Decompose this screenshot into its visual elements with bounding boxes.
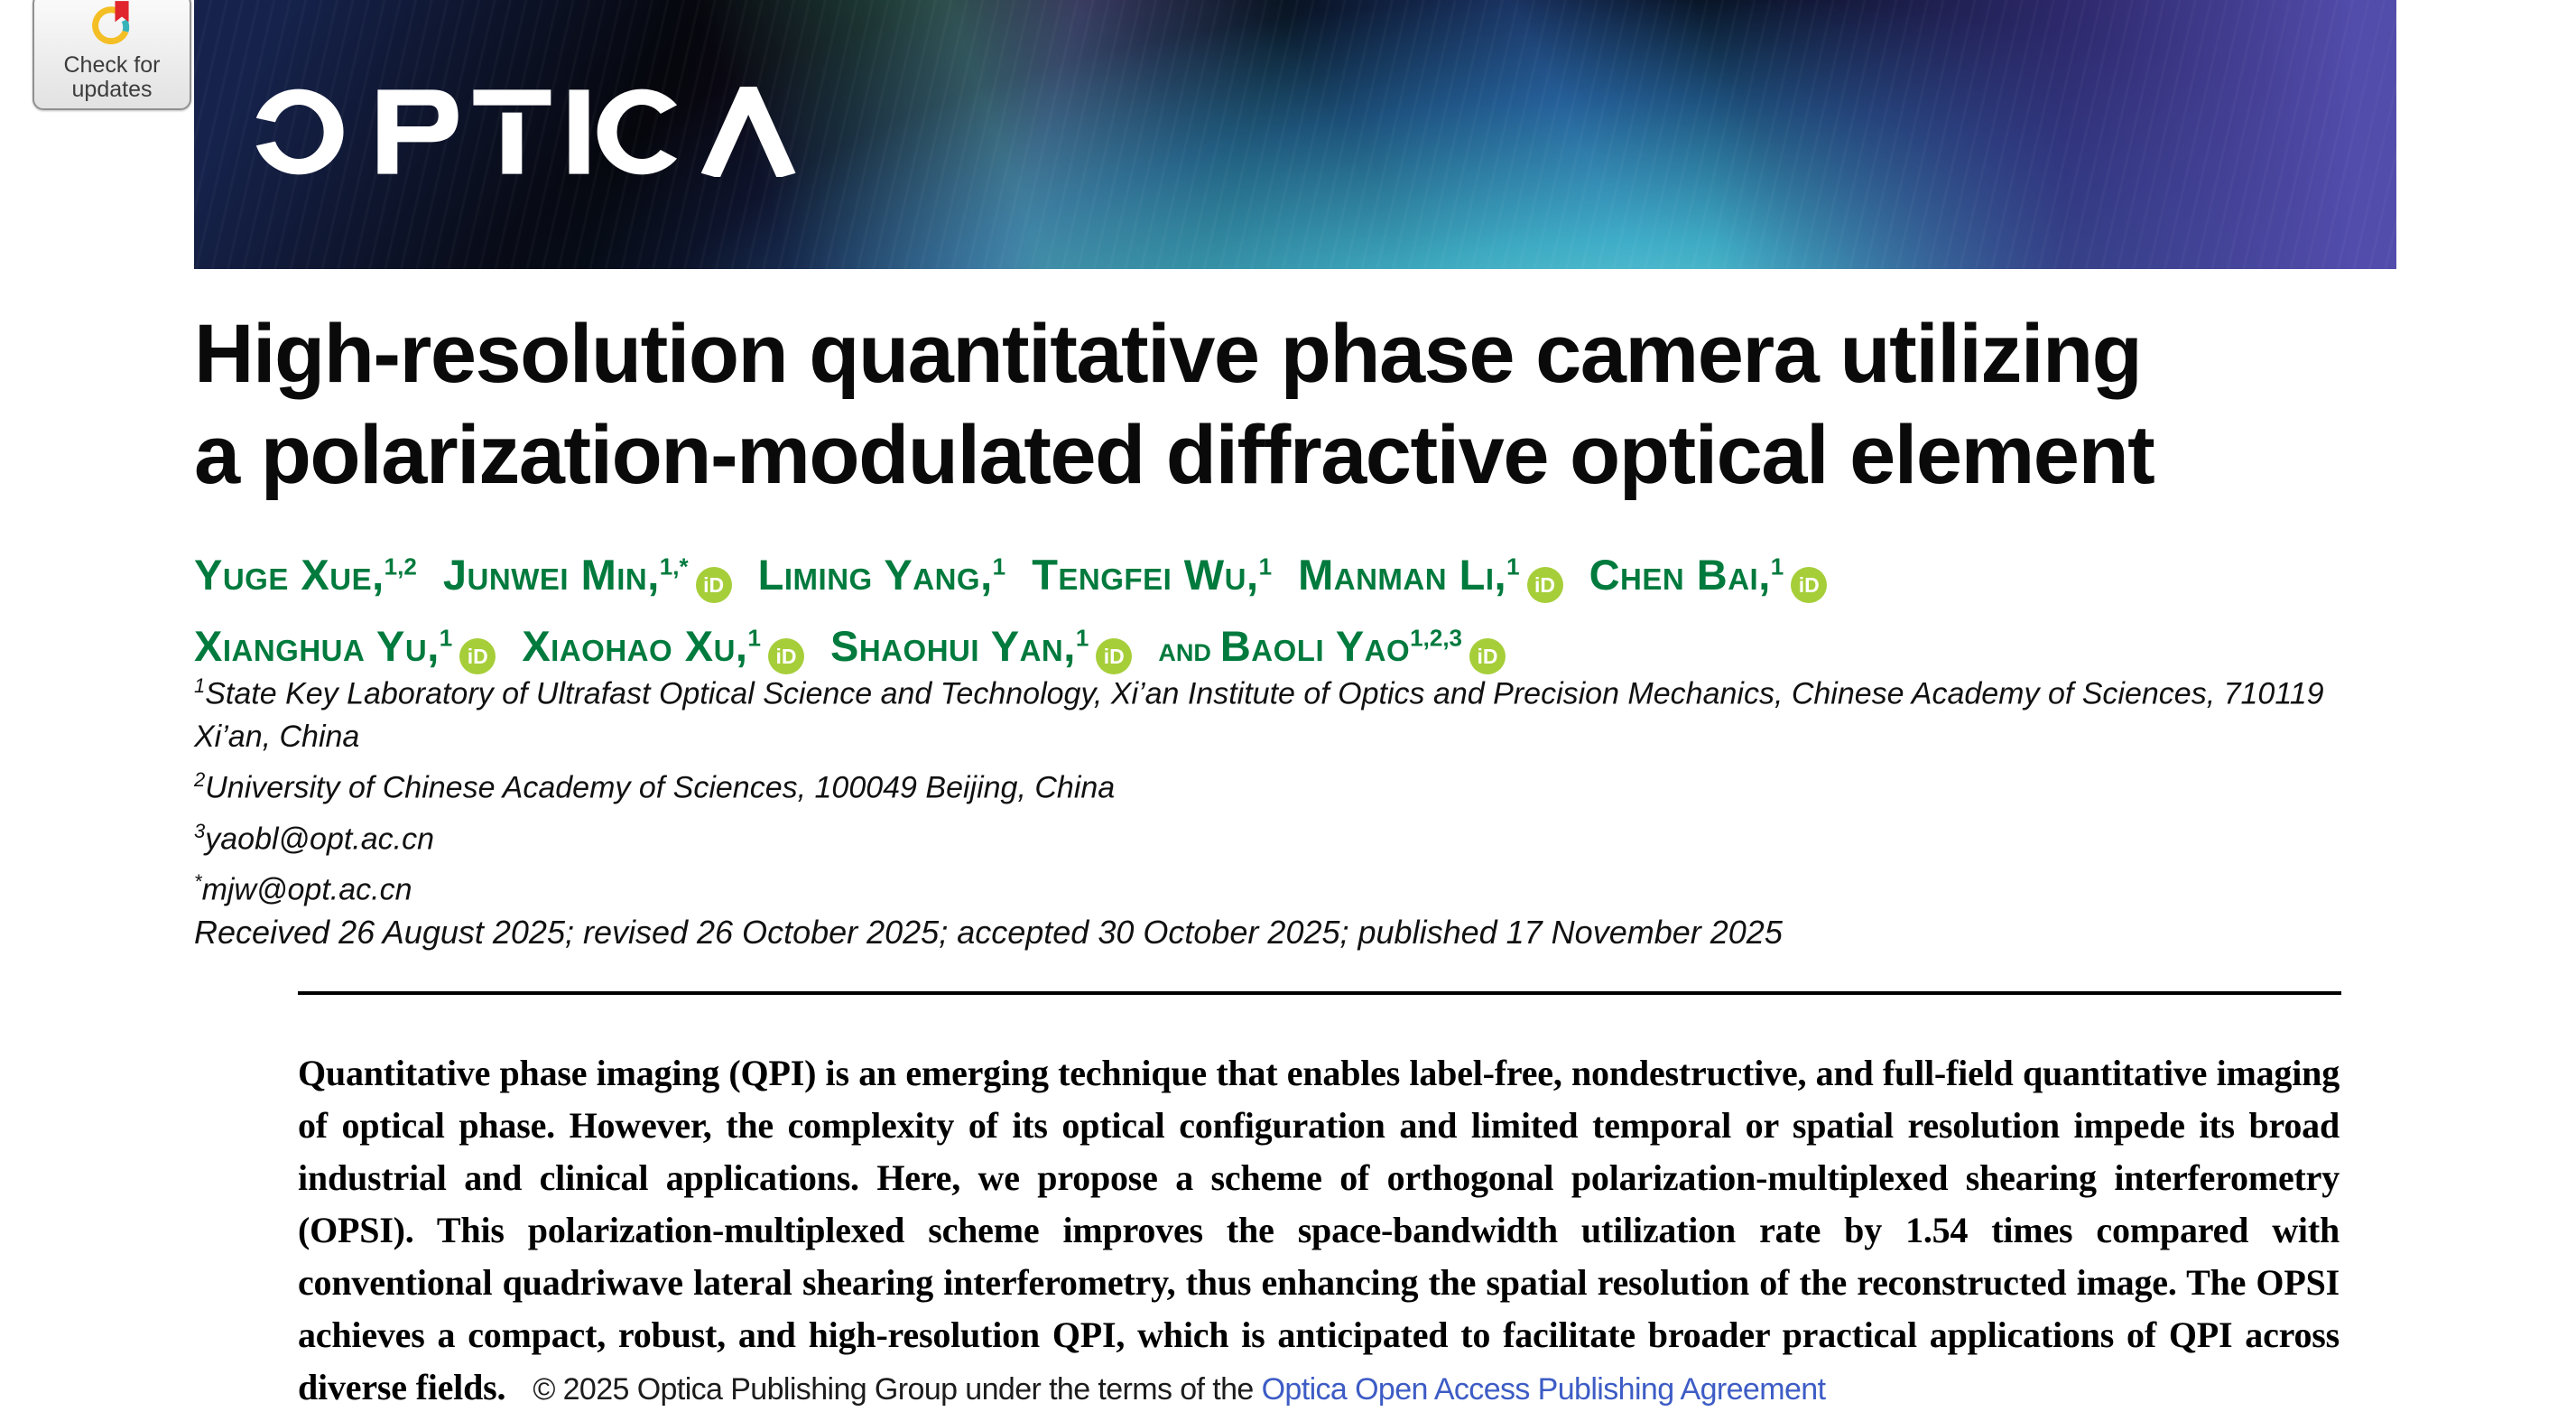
affiliation: 2University of Chinese Academy of Scienc… xyxy=(194,758,2387,809)
abstract-text: Quantitative phase imaging (QPI) is an e… xyxy=(298,1053,2340,1407)
author: Yuge Xue,1,2 xyxy=(194,551,417,599)
author: Xiaohao Xu,1iD xyxy=(522,622,804,675)
author-list: Yuge Xue,1,2 Junwei Min,1,*iD Liming Yan… xyxy=(194,534,2432,682)
author-name: Yuge Xue, xyxy=(194,550,385,599)
author-name: Chen Bai, xyxy=(1589,550,1771,599)
author-line-1: Yuge Xue,1,2 Junwei Min,1,*iD Liming Yan… xyxy=(194,534,2432,607)
author: Xianghua Yu,1iD xyxy=(194,622,496,675)
affiliation-sup: 1 xyxy=(194,674,206,697)
orcid-icon[interactable]: iD xyxy=(1791,566,1828,603)
orcid-icon[interactable]: iD xyxy=(1469,638,1506,675)
check-for-updates-badge[interactable]: Check for updates xyxy=(32,0,191,110)
banner-purple-edge xyxy=(194,0,2396,269)
author-name: Shaohui Yan, xyxy=(830,622,1076,671)
author-sup: 1,2 xyxy=(384,553,417,580)
affiliation-text: University of Chinese Academy of Science… xyxy=(205,770,1116,805)
orcid-icon[interactable]: iD xyxy=(695,566,732,603)
author-sup: 1 xyxy=(1770,553,1784,580)
affiliation: 1State Key Laboratory of Ultrafast Optic… xyxy=(194,664,2387,758)
author-sup: 1,* xyxy=(659,553,689,580)
author: Liming Yang,1 xyxy=(758,551,1005,599)
author-sup: 1,2,3 xyxy=(1410,624,1462,652)
author-name: Tengfei Wu, xyxy=(1032,550,1259,599)
journal-banner: OPTICA xyxy=(194,0,2396,269)
affiliation-sup: 3 xyxy=(194,819,206,842)
author-sup: 1 xyxy=(1258,553,1273,580)
article-title-line2: a polarization-modulated diffractive opt… xyxy=(194,409,2155,501)
author-name: Junwei Min, xyxy=(442,550,660,599)
author: Chen Bai,1 iD xyxy=(1589,550,1828,603)
article-title: High-resolution quantitative phase camer… xyxy=(194,303,2451,506)
author-sup: 1 xyxy=(1075,624,1089,652)
author-sup: 1 xyxy=(439,624,453,652)
affiliation-text: State Key Laboratory of Ultrafast Optica… xyxy=(194,676,2324,755)
affiliation-email: yaobl@opt.ac.cn xyxy=(205,821,435,856)
orcid-icon[interactable]: iD xyxy=(459,638,496,675)
abstract: Quantitative phase imaging (QPI) is an e… xyxy=(298,1047,2340,1416)
author: and Baoli Yao1,2,3iD xyxy=(1158,622,1506,675)
and-word: and xyxy=(1158,631,1211,670)
author: Shaohui Yan,1iD xyxy=(830,622,1133,675)
author-name: Manman Li, xyxy=(1298,550,1507,599)
badge-label-line2: updates xyxy=(71,77,153,102)
badge-label-line1: Check for xyxy=(63,52,161,78)
author-sup: 1 xyxy=(1506,553,1520,580)
author-name: Baoli Yao xyxy=(1219,622,1411,671)
publication-history: Received 26 August 2025; revised 26 Octo… xyxy=(194,914,1783,951)
author-name: Liming Yang, xyxy=(757,550,993,599)
optica-logo xyxy=(254,87,796,177)
orcid-icon[interactable]: iD xyxy=(1526,566,1563,603)
affiliation: *mjw@opt.ac.cn xyxy=(194,860,2387,911)
affiliation: 3yaobl@opt.ac.cn xyxy=(194,810,2387,860)
open-access-agreement-link[interactable]: Optica Open Access Publishing Agreement xyxy=(1261,1372,1826,1407)
affiliation-sup: 2 xyxy=(194,768,206,792)
author: Tengfei Wu,1 xyxy=(1032,551,1272,599)
author-sup: 1 xyxy=(747,624,761,652)
article-title-line1: High-resolution quantitative phase camer… xyxy=(194,308,2143,400)
author: Manman Li,1iD xyxy=(1298,550,1563,603)
author: Junwei Min,1,*iD xyxy=(442,550,732,603)
copyright-notice: © 2025 Optica Publishing Group under the… xyxy=(533,1372,1262,1407)
author-name: Xiaohao Xu, xyxy=(522,622,748,671)
author-name: Xianghua Yu, xyxy=(194,622,440,671)
abstract-rule xyxy=(298,991,2341,995)
affiliation-sup: * xyxy=(194,869,202,893)
orcid-icon[interactable]: iD xyxy=(1096,638,1133,675)
author-sup: 1 xyxy=(992,553,1006,580)
banner-ray-texture xyxy=(194,0,2396,269)
author-line-2: Xianghua Yu,1iD Xiaohao Xu,1iD Shaohui Y… xyxy=(194,607,2432,683)
orcid-icon[interactable]: iD xyxy=(767,638,804,675)
affiliation-email: mjw@opt.ac.cn xyxy=(201,872,412,907)
affiliation-list: 1State Key Laboratory of Ultrafast Optic… xyxy=(194,664,2387,911)
crossmark-icon xyxy=(92,1,130,45)
